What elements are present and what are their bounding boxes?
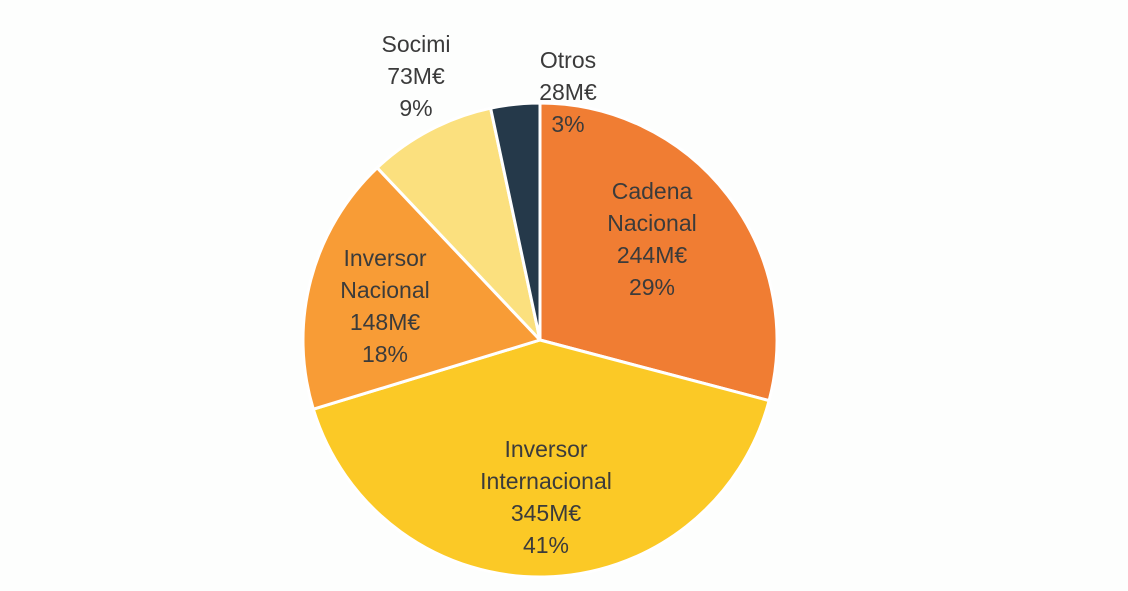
label-inversor-internacional-line2: Internacional xyxy=(480,468,612,494)
label-inversor-nacional-pct: 18% xyxy=(361,341,409,367)
pie-slice-cadena-nacional xyxy=(538,101,779,403)
label-inversor-internacional-line1: Inversor xyxy=(504,436,588,462)
pie-slice-otros xyxy=(489,101,542,342)
label-otros-value: 28M€ xyxy=(539,79,597,105)
label-cadena-nacional-line1: Cadena xyxy=(611,178,693,204)
label-otros: Otros 28M€ 3% xyxy=(539,44,597,140)
label-socimi-pct: 9% xyxy=(399,95,433,121)
label-otros-name: Otros xyxy=(539,47,597,73)
label-socimi-value: 73M€ xyxy=(387,63,445,89)
label-inversor-nacional-line2: Nacional xyxy=(340,277,430,303)
label-socimi-name: Socimi xyxy=(381,31,451,57)
label-cadena-nacional-value: 244M€ xyxy=(616,242,688,268)
label-cadena-nacional: Cadena Nacional 244M€ 29% xyxy=(607,175,697,303)
pie-slice-inversor-internacional xyxy=(311,338,771,579)
label-socimi: Socimi 73M€ 9% xyxy=(381,28,450,124)
label-inversor-internacional: Inversor Internacional 345M€ 41% xyxy=(480,433,612,561)
label-cadena-nacional-line2: Nacional xyxy=(607,210,697,236)
pie-slice-socimi xyxy=(375,106,542,342)
label-otros-pct: 3% xyxy=(551,111,585,137)
pie-slice-inversor-nacional xyxy=(301,166,542,411)
label-inversor-internacional-value: 345M€ xyxy=(510,500,582,526)
label-inversor-nacional-line1: Inversor xyxy=(343,245,427,271)
label-cadena-nacional-pct: 29% xyxy=(628,274,676,300)
pie-slices xyxy=(301,101,779,579)
label-inversor-nacional: Inversor Nacional 148M€ 18% xyxy=(340,242,430,370)
label-inversor-nacional-value: 148M€ xyxy=(349,309,421,335)
label-inversor-internacional-pct: 41% xyxy=(522,532,570,558)
